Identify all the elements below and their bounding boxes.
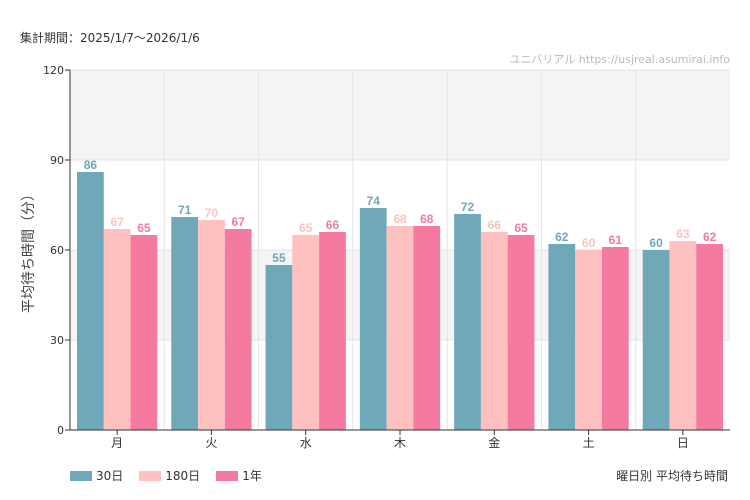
legend: 30日 180日 1年 xyxy=(70,467,262,484)
bar-30d xyxy=(359,208,387,430)
x-tick-label: 金 xyxy=(488,435,500,450)
bar-1y xyxy=(507,235,535,430)
bar-180d xyxy=(669,241,697,430)
bar-180d xyxy=(292,235,320,430)
y-tick-label: 120 xyxy=(43,64,64,77)
chart-caption: 曜日別 平均待ち時間 xyxy=(616,469,728,483)
data-label-30d: 72 xyxy=(461,200,475,214)
watermark: ユニバリアル https://usjreal.asumirai.info xyxy=(509,53,730,66)
x-tick-label: 木 xyxy=(394,436,406,450)
bar-30d xyxy=(642,250,670,430)
period-text: 集計期間：2025/1/7〜2026/1/6 xyxy=(20,31,200,45)
data-label-180d: 63 xyxy=(676,227,690,241)
data-label-180d: 65 xyxy=(299,221,313,235)
legend-item-180d[interactable]: 180日 xyxy=(139,467,200,484)
x-tick-label: 水 xyxy=(300,436,312,450)
data-label-1y: 67 xyxy=(232,215,246,229)
bar-180d xyxy=(198,220,225,430)
bar-30d xyxy=(548,244,576,430)
bar-180d xyxy=(386,226,414,430)
legend-swatch-30d xyxy=(70,470,92,481)
legend-swatch-1y xyxy=(216,470,239,481)
data-label-1y: 66 xyxy=(326,218,340,232)
x-tick-label: 月 xyxy=(111,436,123,450)
data-label-30d: 71 xyxy=(178,203,192,217)
bar-30d xyxy=(454,214,481,430)
data-label-180d: 68 xyxy=(393,212,407,226)
bar-1y xyxy=(413,226,441,430)
legend-item-30d[interactable]: 30日 xyxy=(70,467,123,484)
bar-30d xyxy=(171,217,199,430)
y-tick-label: 60 xyxy=(50,244,64,257)
bar-1y xyxy=(130,235,158,430)
x-tick-label: 土 xyxy=(583,436,595,450)
legend-label-180d: 180日 xyxy=(165,469,201,483)
data-label-180d: 67 xyxy=(110,215,124,229)
data-label-30d: 55 xyxy=(272,251,286,265)
data-label-1y: 62 xyxy=(703,230,717,244)
bar-180d xyxy=(480,232,508,430)
legend-label-1y: 1年 xyxy=(242,469,262,483)
y-tick-label: 0 xyxy=(57,424,64,437)
y-axis-title: 平均待ち時間（分） xyxy=(21,187,37,313)
data-label-180d: 70 xyxy=(205,206,219,220)
bar-1y xyxy=(601,247,629,430)
bar-180d xyxy=(103,229,131,430)
data-label-1y: 61 xyxy=(609,233,623,247)
data-label-180d: 66 xyxy=(488,218,502,232)
legend-swatch-180d xyxy=(139,470,162,481)
bar-30d xyxy=(265,265,293,430)
y-tick-label: 90 xyxy=(50,154,64,167)
bar-1y xyxy=(696,244,723,430)
data-label-30d: 86 xyxy=(84,158,98,172)
legend-item-1y[interactable]: 1年 xyxy=(216,467,262,484)
bar-180d xyxy=(575,250,602,430)
legend-label-30d: 30日 xyxy=(96,469,124,483)
bar-1y xyxy=(319,232,346,430)
data-label-1y: 65 xyxy=(137,221,151,235)
data-label-30d: 60 xyxy=(649,236,663,250)
data-label-30d: 74 xyxy=(367,194,381,208)
x-tick-label: 火 xyxy=(205,436,217,450)
data-label-180d: 60 xyxy=(582,236,596,250)
data-label-1y: 68 xyxy=(420,212,434,226)
x-tick-label: 日 xyxy=(677,436,689,450)
data-label-1y: 65 xyxy=(514,221,528,235)
data-label-30d: 62 xyxy=(555,230,569,244)
y-tick-label: 30 xyxy=(50,334,64,347)
bar-1y xyxy=(224,229,252,430)
grid-band xyxy=(70,70,730,160)
bar-30d xyxy=(77,172,104,430)
